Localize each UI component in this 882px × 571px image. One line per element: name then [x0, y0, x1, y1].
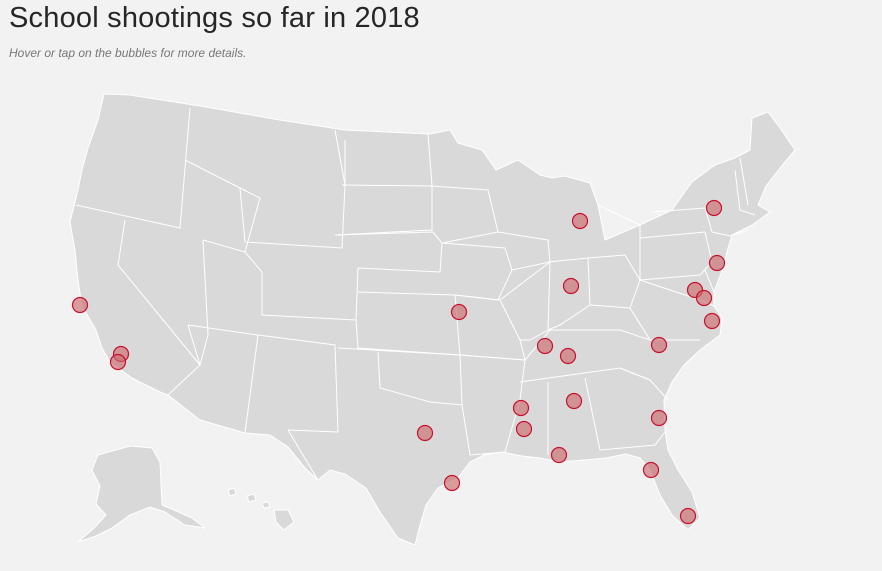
hawaii-shape	[227, 487, 295, 531]
incident-bubble[interactable]: Texas	[416, 424, 434, 442]
incident-bubble[interactable]: Mississippi	[515, 420, 533, 438]
incident-bubble[interactable]: Northern California	[71, 296, 89, 314]
incident-bubble[interactable]: Maryland	[695, 289, 713, 307]
incident-bubble[interactable]: Indiana	[562, 277, 580, 295]
alaska-shape	[77, 445, 206, 543]
incident-bubble[interactable]: Alabama	[565, 392, 583, 410]
contiguous-us-shape	[69, 93, 796, 546]
incident-bubble[interactable]: Michigan	[571, 212, 589, 230]
state-borders	[75, 107, 756, 481]
incident-bubble[interactable]: Alabama Gulf Coast	[550, 446, 568, 464]
incident-bubble[interactable]: New York	[705, 199, 723, 217]
incident-bubble[interactable]: Tennessee	[559, 347, 577, 365]
incident-bubble[interactable]: Georgia Coast	[650, 409, 668, 427]
page-title: School shootings so far in 2018	[9, 2, 420, 34]
incident-bubble[interactable]: Mississippi	[512, 399, 530, 417]
incident-bubbles: Northern California Southern California So…	[71, 199, 726, 525]
incident-bubble[interactable]: South Florida	[679, 507, 697, 525]
incident-bubble[interactable]: Florida	[642, 461, 660, 479]
map-land	[69, 93, 796, 546]
incident-bubble[interactable]: North Carolina	[650, 336, 668, 354]
incident-bubble[interactable]: New Jersey	[708, 254, 726, 272]
incident-bubble[interactable]: Texas Gulf Coast	[443, 474, 461, 492]
incident-bubble[interactable]: Virginia	[703, 312, 721, 330]
incident-bubble[interactable]: Kentucky	[536, 337, 554, 355]
incident-bubble[interactable]: Missouri	[450, 303, 468, 321]
page-subtitle: Hover or tap on the bubbles for more det…	[9, 46, 247, 60]
incident-bubble[interactable]: Southern California	[109, 353, 127, 371]
